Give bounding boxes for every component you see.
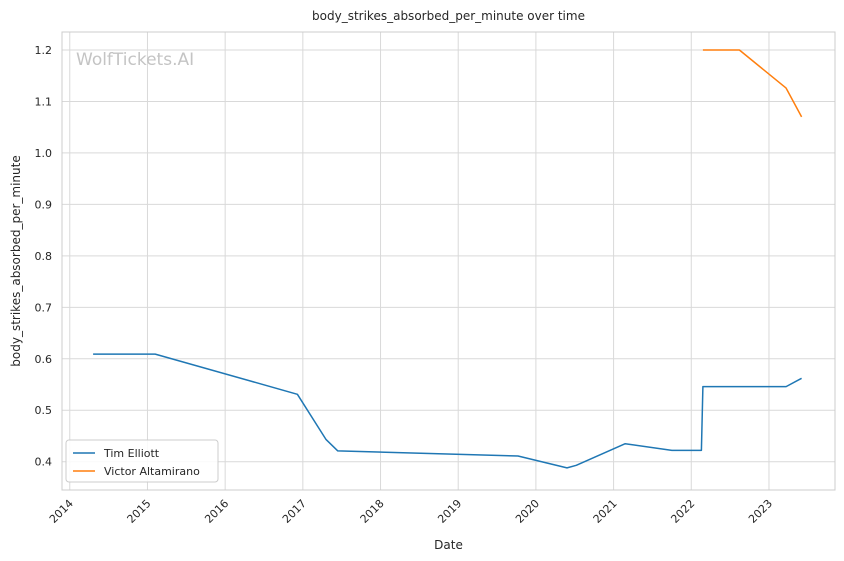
chart-title: body_strikes_absorbed_per_minute over ti…	[312, 9, 585, 23]
y-tick-label: 0.7	[35, 301, 53, 314]
y-axis-ticks: 0.4 0.5 0.6 0.7 0.8 0.9 1.0 1.1 1.2	[35, 44, 53, 469]
y-tick-label: 0.4	[35, 456, 53, 469]
y-tick-label: 0.8	[35, 250, 53, 263]
series-layer	[93, 49, 803, 469]
legend-box	[65, 439, 219, 483]
legend-label: Victor Altamirano	[104, 465, 200, 478]
legend: Tim Elliott Victor Altamirano	[65, 439, 219, 483]
y-axis-label: body_strikes_absorbed_per_minute	[9, 155, 23, 366]
y-tick-label: 1.2	[35, 44, 53, 57]
watermark: WolfTickets.AI	[76, 50, 194, 70]
x-axis-label: Date	[434, 538, 463, 552]
y-tick-label: 1.1	[35, 95, 53, 108]
y-tick-label: 1.0	[35, 147, 53, 160]
y-tick-label: 0.5	[35, 404, 53, 417]
legend-label: Tim Elliott	[103, 447, 160, 460]
plot-area	[61, 31, 836, 491]
series-line-2	[702, 49, 803, 118]
y-tick-label: 0.6	[35, 353, 53, 366]
series-line-1	[93, 353, 802, 469]
y-tick-label: 0.9	[35, 198, 53, 211]
